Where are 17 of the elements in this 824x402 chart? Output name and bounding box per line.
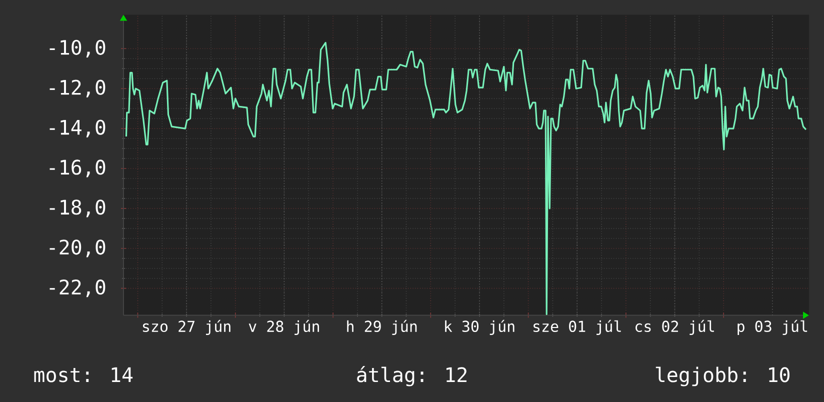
y-tick-label: -10,0	[50, 40, 106, 58]
x-tick-label: p 03 júl	[738, 320, 808, 335]
x-tick-label: h 29 jún	[347, 320, 417, 335]
y-tick-label: -18,0	[50, 200, 106, 218]
y-tick-label: -20,0	[50, 240, 106, 258]
x-tick-label: k 30 jún	[445, 320, 514, 335]
text: legjobb: 10	[656, 366, 790, 386]
text: átlag: 12	[357, 366, 466, 386]
y-tick-label: -12,0	[50, 80, 106, 98]
y-tick-label: -22,0	[50, 280, 106, 298]
x-tick-label: cs 02 júl	[636, 320, 714, 335]
text: most: 14	[34, 367, 133, 382]
x-tick-label: szo 27 jún	[142, 320, 230, 335]
y-tick-label: -14,0	[50, 120, 106, 138]
x-tick-label: sze 01 júl	[534, 320, 621, 335]
y-tick-label: -16,0	[50, 160, 106, 178]
x-tick-label: v 28 jún	[248, 320, 319, 335]
